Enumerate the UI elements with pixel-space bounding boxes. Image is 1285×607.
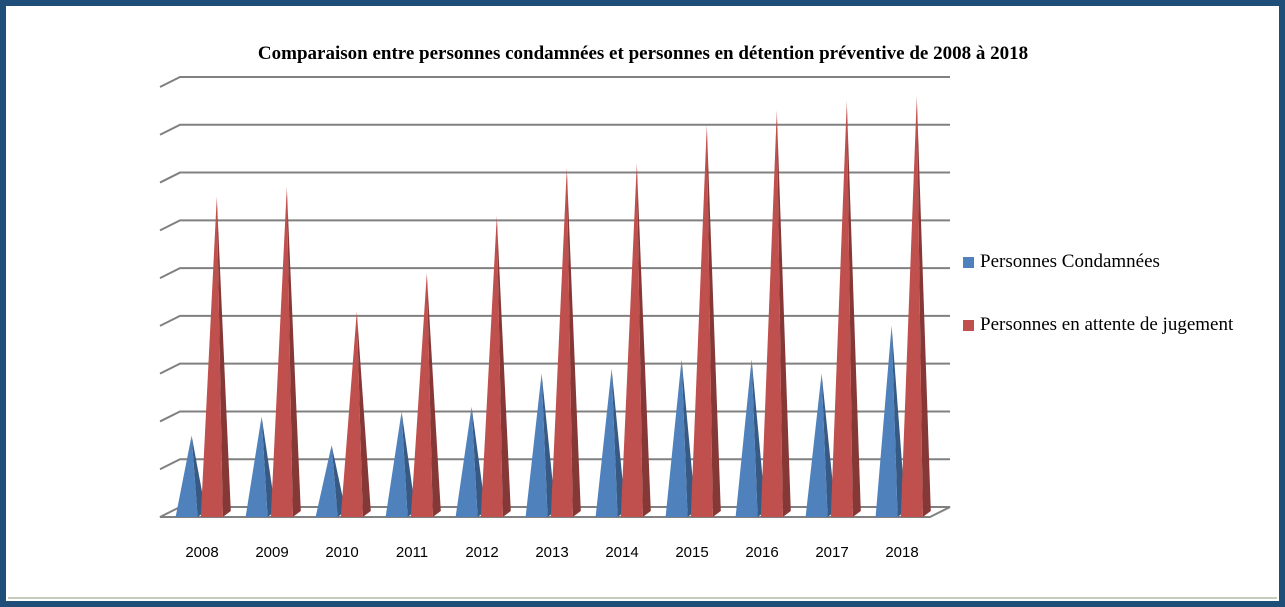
pyramid-face bbox=[735, 359, 758, 517]
x-tick-label: 2015 bbox=[675, 544, 708, 561]
pyramid-side bbox=[751, 359, 766, 517]
x-tick-label: 2013 bbox=[535, 544, 568, 561]
pyramid-face bbox=[455, 406, 478, 517]
pyramid-side bbox=[611, 368, 626, 517]
pyramid-face bbox=[620, 163, 643, 517]
pyramid-side bbox=[401, 411, 416, 517]
pyramid-side bbox=[821, 373, 836, 517]
pyramid-side bbox=[541, 373, 556, 517]
pyramid-side bbox=[471, 406, 486, 517]
pyramid-side bbox=[566, 168, 581, 517]
pyramid-face bbox=[550, 168, 573, 517]
pyramid-side bbox=[331, 445, 346, 517]
pyramid bbox=[525, 373, 556, 517]
x-tick-label: 2014 bbox=[605, 544, 638, 561]
pyramid bbox=[385, 411, 416, 517]
x-tick-label: 2012 bbox=[465, 544, 498, 561]
grid-line bbox=[159, 314, 950, 327]
pyramid-face bbox=[805, 373, 828, 517]
pyramid-side bbox=[916, 96, 931, 517]
pyramid-face bbox=[385, 411, 408, 517]
pyramid-side bbox=[706, 125, 721, 517]
pyramid bbox=[620, 163, 651, 517]
pyramid bbox=[200, 196, 231, 517]
pyramid bbox=[340, 311, 371, 517]
legend-swatch bbox=[963, 320, 974, 331]
pyramid-face bbox=[200, 196, 223, 517]
pyramid-face bbox=[900, 96, 923, 517]
pyramid-face bbox=[830, 101, 853, 517]
x-tick-label: 2017 bbox=[815, 544, 848, 561]
pyramid-face bbox=[690, 125, 713, 517]
pyramid-face bbox=[315, 445, 338, 517]
pyramid-face bbox=[760, 110, 783, 518]
pyramid bbox=[480, 215, 511, 517]
pyramid bbox=[595, 368, 626, 517]
x-tick-label: 2016 bbox=[745, 544, 778, 561]
pyramid bbox=[830, 101, 861, 517]
pyramid bbox=[900, 96, 931, 517]
legend-label: Personnes Condamnées bbox=[980, 251, 1160, 272]
x-tick-label: 2010 bbox=[325, 544, 358, 561]
x-tick-label: 2011 bbox=[396, 544, 428, 561]
pyramid-side bbox=[891, 325, 906, 517]
pyramid bbox=[690, 125, 721, 517]
pyramid bbox=[455, 406, 486, 517]
x-tick-label: 2009 bbox=[255, 544, 288, 561]
grid-line bbox=[159, 362, 950, 375]
pyramid-face bbox=[480, 215, 503, 517]
legend-label: Personnes en attente de jugement bbox=[980, 314, 1234, 335]
grid-line bbox=[159, 171, 950, 184]
grid-line bbox=[159, 410, 950, 423]
pyramid bbox=[665, 359, 696, 517]
pyramid-side bbox=[426, 273, 441, 517]
pyramid bbox=[175, 435, 206, 517]
pyramid-face bbox=[665, 359, 688, 517]
pyramid bbox=[550, 168, 581, 517]
pyramid-side bbox=[216, 196, 231, 517]
grid-line bbox=[159, 219, 950, 232]
grid-line bbox=[159, 267, 950, 280]
pyramid-side bbox=[846, 101, 861, 517]
pyramid bbox=[270, 187, 301, 517]
grid-line bbox=[159, 76, 950, 88]
chart-title: Comparaison entre personnes condamnées e… bbox=[258, 43, 1028, 64]
pyramid bbox=[315, 445, 346, 517]
legend-swatch bbox=[963, 257, 974, 268]
x-tick-label: 2018 bbox=[885, 544, 918, 561]
pyramid bbox=[805, 373, 836, 517]
grid-line bbox=[159, 123, 950, 136]
pyramid-face bbox=[525, 373, 548, 517]
pyramid-face bbox=[340, 311, 363, 517]
pyramid-face bbox=[245, 416, 268, 517]
pyramid-side bbox=[356, 311, 371, 517]
pyramid-side bbox=[496, 215, 511, 517]
pyramid-side bbox=[636, 163, 651, 517]
pyramid-side bbox=[776, 110, 791, 518]
pyramid bbox=[410, 273, 441, 517]
pyramid bbox=[245, 416, 276, 517]
pyramid-face bbox=[595, 368, 618, 517]
pyramid-face bbox=[875, 325, 898, 517]
pyramid-face bbox=[175, 435, 198, 517]
pyramid-side bbox=[286, 187, 301, 517]
x-tick-label: 2008 bbox=[185, 544, 218, 561]
pyramid bbox=[735, 359, 766, 517]
pyramid-face bbox=[270, 187, 293, 517]
pyramid bbox=[875, 325, 906, 517]
pyramid-face bbox=[410, 273, 433, 517]
pyramid-side bbox=[681, 359, 696, 517]
pyramid bbox=[760, 110, 791, 518]
